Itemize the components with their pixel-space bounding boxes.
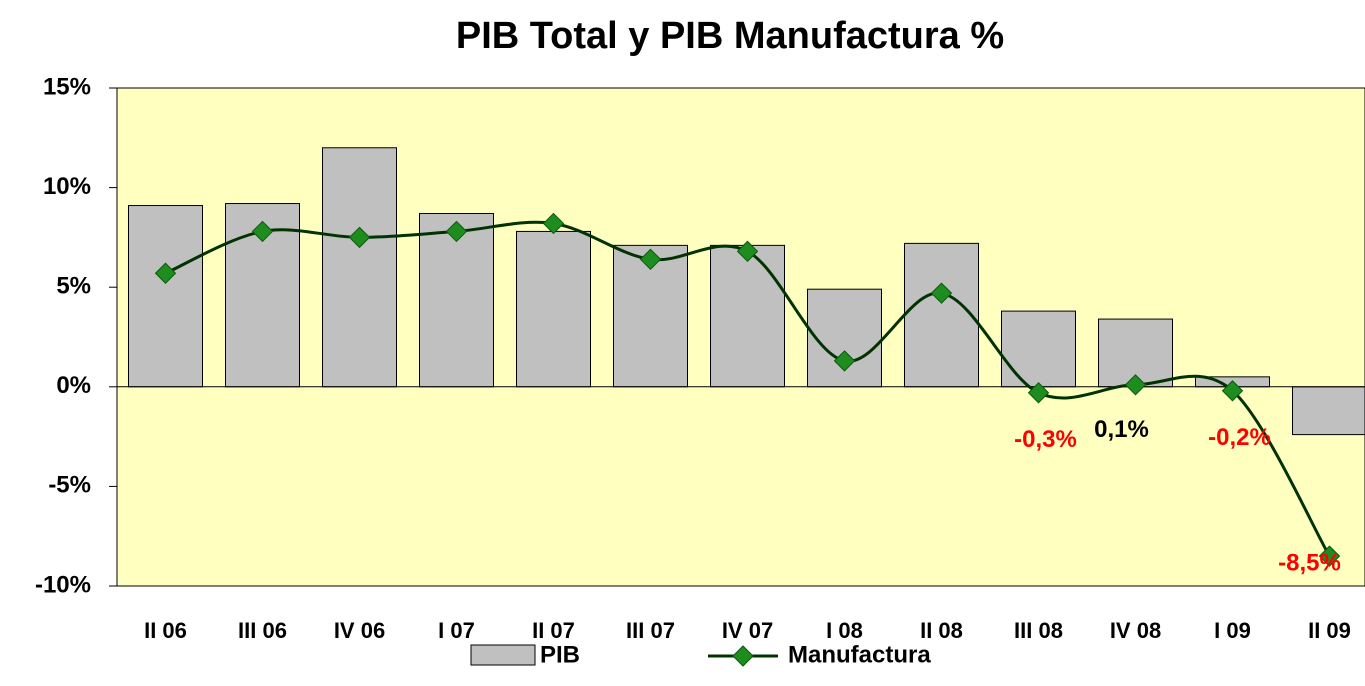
y-tick-label: 5% bbox=[56, 273, 91, 300]
bar bbox=[1001, 310, 1076, 388]
x-tick-label: III 07 bbox=[626, 618, 675, 643]
x-tick-label: I 07 bbox=[438, 618, 475, 643]
marker bbox=[251, 220, 274, 243]
x-tick-label: II 07 bbox=[532, 618, 575, 643]
legend-marker bbox=[732, 645, 754, 667]
y-tick-label: -5% bbox=[48, 472, 91, 499]
x-tick-label: IV 07 bbox=[722, 618, 773, 643]
marker bbox=[639, 248, 662, 271]
marker bbox=[348, 226, 371, 249]
marker bbox=[1027, 382, 1050, 404]
marker bbox=[1221, 380, 1244, 402]
bar bbox=[1292, 386, 1365, 436]
bar bbox=[516, 230, 591, 388]
marker bbox=[154, 262, 177, 284]
bar bbox=[710, 244, 785, 388]
data-label: -0,2% bbox=[1208, 424, 1271, 451]
bar bbox=[322, 147, 397, 388]
x-tick-label: IV 08 bbox=[1110, 618, 1161, 643]
legend-swatch bbox=[470, 644, 536, 666]
y-tick-label: 0% bbox=[56, 372, 91, 399]
bar bbox=[419, 212, 494, 388]
x-tick-label: II 06 bbox=[144, 618, 187, 643]
marker bbox=[1318, 545, 1341, 567]
y-tick-label: 15% bbox=[43, 73, 91, 100]
x-tick-label: III 08 bbox=[1014, 618, 1063, 643]
x-tick-label: IV 06 bbox=[334, 618, 385, 643]
y-tick-label: -10% bbox=[35, 571, 91, 598]
y-tick-label: 10% bbox=[43, 173, 91, 200]
marker bbox=[542, 212, 565, 235]
legend-label: Manufactura bbox=[788, 641, 931, 668]
bar bbox=[128, 205, 203, 388]
marker bbox=[1124, 374, 1147, 396]
bar bbox=[904, 242, 979, 388]
marker bbox=[833, 350, 856, 372]
x-tick-label: III 06 bbox=[238, 618, 287, 643]
marker bbox=[736, 240, 759, 263]
data-label: -8,5% bbox=[1278, 549, 1341, 576]
data-label: -0,3% bbox=[1014, 426, 1077, 453]
marker bbox=[930, 282, 953, 304]
data-label: 0,1% bbox=[1094, 416, 1149, 443]
legend-label: PIB bbox=[540, 641, 580, 668]
x-tick-label: II 09 bbox=[1308, 618, 1351, 643]
x-tick-label: I 09 bbox=[1214, 618, 1251, 643]
marker bbox=[445, 220, 468, 243]
bar bbox=[807, 288, 882, 388]
x-tick-label: II 08 bbox=[920, 618, 963, 643]
x-tick-label: I 08 bbox=[826, 618, 863, 643]
chart-title: PIB Total y PIB Manufactura % bbox=[456, 15, 1004, 57]
